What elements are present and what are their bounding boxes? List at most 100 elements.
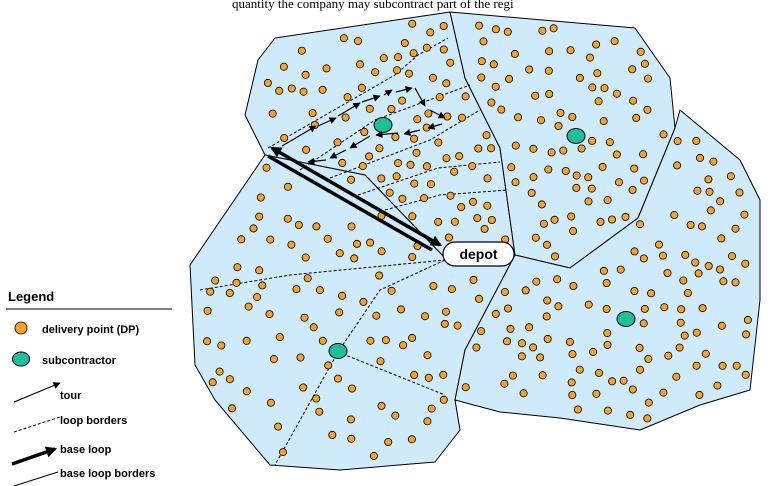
delivery-point bbox=[377, 401, 386, 410]
delivery-point bbox=[453, 321, 462, 330]
delivery-point bbox=[577, 144, 586, 153]
delivery-point bbox=[353, 37, 362, 46]
delivery-point bbox=[335, 308, 344, 317]
delivery-point bbox=[442, 79, 451, 88]
delivery-point bbox=[457, 202, 466, 211]
delivery-point bbox=[477, 327, 486, 336]
delivery-point bbox=[409, 49, 418, 58]
delivery-point bbox=[603, 329, 612, 338]
delivery-point bbox=[369, 451, 378, 460]
delivery-point bbox=[537, 200, 546, 209]
delivery-point bbox=[718, 361, 727, 370]
delivery-point bbox=[206, 287, 215, 296]
delivery-point bbox=[559, 146, 568, 155]
delivery-point bbox=[312, 394, 321, 403]
delivery-point bbox=[643, 105, 652, 114]
delivery-point bbox=[692, 328, 701, 337]
subcontractor-marker bbox=[328, 343, 348, 359]
delivery-point bbox=[713, 381, 722, 390]
delivery-point bbox=[426, 28, 435, 37]
delivery-point bbox=[443, 112, 452, 121]
delivery-point bbox=[324, 361, 333, 370]
delivery-point bbox=[376, 357, 385, 366]
delivery-point bbox=[695, 390, 704, 399]
delivery-point bbox=[595, 368, 604, 377]
delivery-point bbox=[603, 340, 612, 349]
loop-border bbox=[274, 259, 446, 466]
delivery-point bbox=[347, 434, 356, 443]
delivery-point bbox=[477, 57, 486, 66]
delivery-point bbox=[268, 109, 277, 118]
delivery-point bbox=[587, 184, 596, 193]
thin-line-icon bbox=[13, 471, 59, 486]
delivery-point bbox=[434, 217, 443, 226]
delivery-point bbox=[511, 141, 520, 150]
delivery-point bbox=[435, 93, 444, 102]
delivery-point bbox=[274, 422, 283, 431]
delivery-point bbox=[659, 251, 668, 260]
delivery-point bbox=[673, 137, 682, 146]
subcontractors bbox=[328, 117, 636, 359]
delivery-point bbox=[507, 163, 516, 172]
delivery-point bbox=[603, 406, 612, 415]
delivery-point bbox=[565, 337, 574, 346]
delivery-point bbox=[371, 68, 380, 77]
delivery-point bbox=[575, 73, 584, 82]
delivery-point bbox=[551, 252, 560, 261]
tour-arrow bbox=[403, 128, 421, 136]
tour-arrow bbox=[281, 125, 317, 147]
delivery-point bbox=[491, 309, 500, 318]
subcontractor-marker bbox=[566, 128, 586, 144]
delivery-point bbox=[505, 74, 514, 83]
delivery-point bbox=[359, 297, 368, 306]
delivery-point bbox=[233, 263, 242, 272]
delivery-point bbox=[441, 307, 450, 316]
regions bbox=[189, 11, 761, 471]
delivery-point bbox=[357, 83, 366, 92]
delivery-point bbox=[404, 69, 413, 78]
delivery-point bbox=[253, 293, 262, 302]
delivery-point bbox=[475, 21, 484, 30]
delivery-point bbox=[545, 90, 554, 99]
delivery-point bbox=[521, 286, 530, 295]
delivery-point bbox=[352, 239, 361, 248]
base-loop-arrow bbox=[267, 154, 433, 252]
delivery-point bbox=[489, 60, 498, 69]
base-loop-arrow bbox=[270, 146, 442, 247]
delivery-point bbox=[706, 206, 715, 215]
delivery-point bbox=[398, 194, 407, 203]
delivery-point bbox=[630, 247, 639, 256]
delivery-point bbox=[242, 336, 251, 345]
delivery-point bbox=[640, 304, 649, 313]
delivery-point bbox=[255, 266, 264, 275]
delivery-point bbox=[508, 371, 517, 380]
delivery-point bbox=[472, 343, 481, 352]
delivery-point bbox=[450, 167, 459, 176]
delivery-point bbox=[323, 234, 332, 243]
delivery-point bbox=[381, 336, 390, 345]
delivery-point bbox=[553, 275, 562, 284]
delivery-point bbox=[303, 274, 312, 283]
loop-border bbox=[199, 259, 446, 291]
delivery-point bbox=[315, 286, 324, 295]
delivery-point bbox=[300, 313, 309, 322]
delivery-point bbox=[630, 286, 639, 295]
delivery-point bbox=[422, 162, 431, 171]
delivery-point bbox=[527, 188, 536, 197]
delivery-point bbox=[393, 159, 402, 168]
delivery-point bbox=[294, 220, 303, 229]
delivery-point bbox=[483, 201, 492, 210]
delivery-point bbox=[379, 54, 388, 63]
delivery-point bbox=[503, 27, 512, 36]
delivery-point bbox=[446, 191, 455, 200]
delivery-point bbox=[719, 277, 728, 286]
delivery-point bbox=[347, 384, 356, 393]
delivery-point bbox=[503, 304, 512, 313]
delivery-point bbox=[407, 435, 416, 444]
delivery-point bbox=[586, 53, 595, 62]
delivery-point bbox=[446, 58, 455, 67]
delivery-point bbox=[572, 183, 581, 192]
delivery-point bbox=[424, 109, 433, 118]
delivery-point bbox=[439, 370, 448, 379]
delivery-point bbox=[584, 300, 593, 309]
